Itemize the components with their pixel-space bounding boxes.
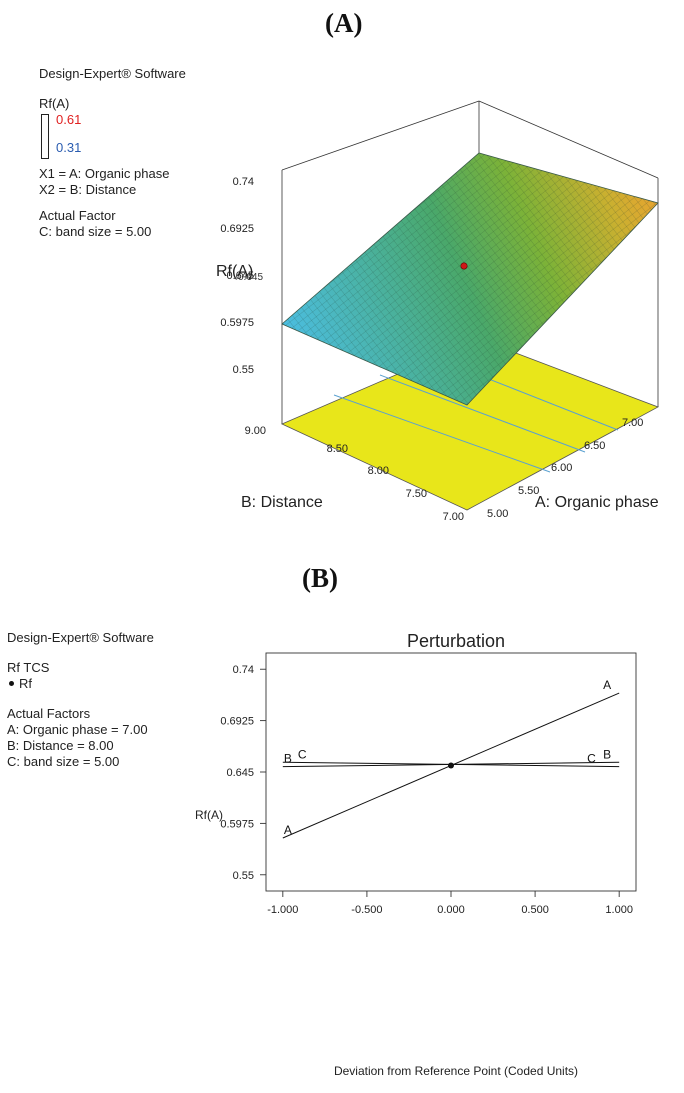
actual-factor-a: A: Organic phase = 7.00	[7, 722, 148, 737]
software-title: Design-Expert® Software	[7, 630, 154, 645]
panel-b-info: Design-Expert® Software Rf TCS Rf Actual…	[7, 630, 154, 770]
y-tick-label: 0.74	[233, 664, 254, 676]
actual-factor-title: Actual Factor	[39, 208, 116, 223]
x-tick-label: 6.00	[551, 462, 572, 474]
response-title: Rf(A)	[39, 96, 70, 111]
factor-x2: X2 = B: Distance	[39, 182, 137, 197]
x-tick-label: 5.00	[487, 508, 508, 520]
reference-point-marker	[448, 762, 454, 769]
color-legend-bar	[41, 114, 49, 159]
color-legend-low: 0.31	[56, 140, 82, 155]
y-axis-ticks: 0.74 0.6925 0.645 0.5975 0.55	[220, 664, 266, 882]
x-tick-label: 6.50	[584, 440, 605, 452]
z-tick-label: 0.645	[226, 270, 254, 282]
z-tick-label: 0.6925	[220, 223, 254, 235]
legend-dot-icon	[9, 681, 14, 687]
series-label-end: B	[603, 747, 611, 761]
y-tick-label: 0.6925	[220, 716, 254, 728]
series-label-end: A	[603, 678, 611, 692]
x-tick-label: 1.000	[605, 904, 633, 916]
y-tick-label: 7.50	[406, 488, 427, 500]
x-axis-label: A: Organic phase	[535, 494, 659, 511]
y-tick-label: 0.645	[226, 767, 254, 779]
y-tick-label: 8.00	[368, 465, 389, 477]
surface-plot: 0.74 0.6925 0.645 0.5975 0.55 5.00 5.50 6.00 6.…	[216, 100, 659, 523]
y-axis-label: Rf(A)	[195, 808, 223, 822]
x-tick-label: 7.00	[622, 417, 643, 429]
perturbation-plot: Perturbation 0.74 0.6925 0.645 0.5975 0.55 -…	[195, 631, 637, 1078]
chart-title: Perturbation	[407, 631, 505, 651]
y-tick-label: 0.55	[233, 870, 254, 882]
actual-factor-c: C: band size = 5.00	[7, 754, 120, 769]
design-point-marker	[460, 262, 468, 270]
x-axis-ticks: -1.000 -0.500 0.000 0.500 1.000	[267, 891, 633, 916]
series-label-start: C	[298, 747, 307, 761]
x-axis-label: Deviation from Reference Point (Coded Un…	[334, 1064, 578, 1078]
series-label-start: B	[284, 752, 292, 766]
y-axis-ticks: 7.00 7.50 8.00 8.50 9.00	[245, 425, 464, 523]
z-axis-overlay-tick: 0.645	[238, 272, 263, 283]
software-title: Design-Expert® Software	[39, 66, 186, 81]
z-tick-label: 0.55	[233, 364, 254, 376]
y-tick-label: 7.00	[443, 511, 464, 523]
y-axis-label: B: Distance	[241, 494, 323, 511]
y-tick-label: 8.50	[327, 443, 348, 455]
color-legend-high: 0.61	[56, 112, 82, 127]
z-axis-label: Rf(A)	[216, 263, 253, 280]
x-tick-label: -0.500	[351, 904, 382, 916]
z-tick-label: 0.74	[233, 176, 254, 188]
panel-a-label: (A)	[325, 8, 363, 38]
actual-factor-c: C: band size = 5.00	[39, 224, 152, 239]
response-surface	[281, 152, 659, 406]
x-tick-label: -1.000	[267, 904, 298, 916]
factor-x1: X1 = A: Organic phase	[39, 166, 170, 181]
series-label-start: A	[284, 823, 292, 837]
panel-b-label: (B)	[302, 563, 338, 593]
x-tick-label: 0.000	[437, 904, 465, 916]
series-label-end: C	[587, 752, 596, 766]
x-tick-label: 5.50	[518, 485, 539, 497]
z-tick-label: 0.5975	[220, 317, 254, 329]
x-axis-ticks: 5.00 5.50 6.00 6.50 7.00	[487, 417, 643, 520]
x-tick-label: 0.500	[521, 904, 549, 916]
actual-factors-title: Actual Factors	[7, 706, 91, 721]
legend-item-rf: Rf	[7, 676, 154, 692]
series-lines: AAB BC C	[282, 678, 620, 839]
actual-factor-b: B: Distance = 8.00	[7, 738, 114, 753]
y-tick-label: 0.5975	[220, 818, 254, 830]
panel-a-info: Design-Expert® Software Rf(A) 0.61 0.31 …	[39, 66, 186, 240]
plot-area	[265, 652, 637, 892]
response-title: Rf TCS	[7, 660, 50, 675]
y-tick-label: 9.00	[245, 425, 266, 437]
color-legend: 0.61 0.31	[39, 112, 186, 160]
legend-item-label: Rf	[19, 676, 32, 691]
z-axis-ticks: 0.74 0.6925 0.645 0.5975 0.55	[220, 176, 254, 376]
